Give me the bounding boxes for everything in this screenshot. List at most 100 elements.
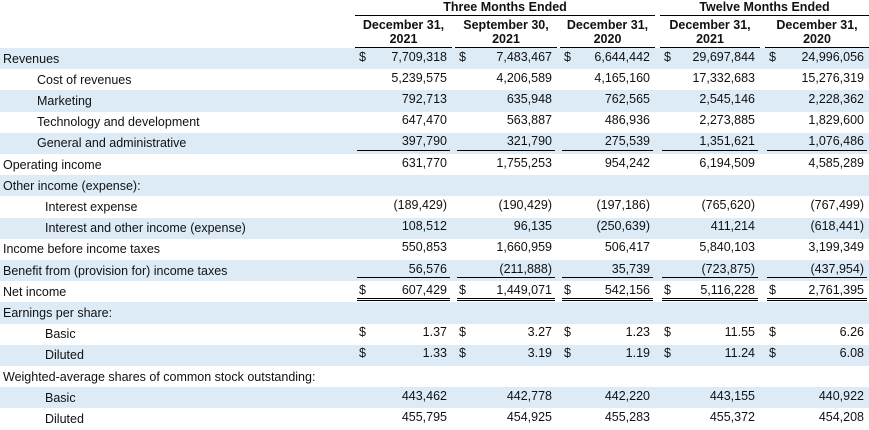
value: 108,512: [401, 219, 447, 234]
table-row: Technology and development 647,470 563,887…: [0, 112, 869, 133]
value-cell: 455,283: [562, 408, 653, 425]
table-row: Other income (expense):: [0, 175, 869, 197]
value: 647,470: [401, 113, 447, 128]
value-cell: $2,761,395: [767, 281, 867, 302]
value-cell: 4,206,589: [457, 69, 555, 86]
currency-sign: $: [769, 346, 776, 361]
value-cell: (189,429): [357, 196, 450, 213]
value-cell: 1,660,959: [457, 239, 555, 256]
value: 35,739: [611, 261, 650, 276]
value-cell: 563,887: [457, 112, 555, 129]
row-label: Diluted: [45, 348, 84, 363]
value: 550,853: [401, 240, 447, 255]
column-header-line: September 30,: [463, 18, 549, 32]
currency-sign: $: [459, 346, 466, 361]
value-cell: 4,585,289: [767, 154, 867, 171]
value: 454,925: [506, 409, 552, 424]
value-cell: $1.19: [562, 345, 653, 362]
currency-sign: $: [564, 49, 571, 64]
value: (250,639): [596, 219, 650, 234]
currency-sign: $: [664, 49, 671, 64]
value: 321,790: [506, 134, 552, 149]
column-header-line: 2021: [696, 32, 724, 46]
row-label: Interest expense: [45, 199, 138, 214]
column-header-line: 2021: [389, 32, 418, 46]
table-row: Basic 443,462 442,778 442,220 443,155 440,922: [0, 387, 869, 409]
value-cell: 454,208: [767, 408, 867, 425]
value-cell: 56,576: [357, 260, 450, 279]
value: 11.24: [724, 346, 755, 361]
currency-sign: $: [359, 325, 366, 340]
table-row: Operating income 631,770 1,755,253 954,242 6…: [0, 154, 869, 175]
table-row: General and administrative 397,790 321,790…: [0, 132, 869, 154]
value-cell: $1,449,071: [457, 281, 555, 302]
value-cell: 550,853: [357, 239, 450, 256]
value: 454,208: [818, 409, 864, 424]
value: (437,954): [810, 261, 864, 276]
value: 11.55: [724, 325, 755, 340]
value-cell: 1,755,253: [457, 154, 555, 171]
value-cell: 4,165,160: [562, 69, 653, 86]
value: 443,462: [401, 388, 447, 403]
value: 542,156: [604, 282, 650, 297]
value: 2,545,146: [699, 91, 755, 106]
value-cell: (767,499): [767, 196, 867, 213]
currency-sign: $: [769, 282, 776, 297]
currency-sign: $: [359, 282, 366, 297]
currency-sign: $: [664, 325, 671, 340]
value-cell: 486,936: [562, 112, 653, 129]
value: 24,996,056: [801, 49, 864, 64]
value-cell: 5,239,575: [357, 69, 450, 86]
row-label: Benefit from (provision for) income taxe…: [3, 263, 228, 278]
table-row: Cost of revenues 5,239,575 4,206,589 4,165,…: [0, 69, 869, 90]
column-header-line: 2020: [803, 32, 831, 46]
value: 2,273,885: [699, 113, 755, 128]
value: 17,332,683: [692, 70, 755, 85]
value-cell: 1,076,486: [767, 133, 867, 151]
value: 5,239,575: [391, 70, 447, 85]
value: 275,539: [604, 134, 650, 149]
value-cell: 631,770: [357, 154, 450, 171]
value-cell: (618,441): [767, 218, 867, 235]
value-cell: (437,954): [767, 260, 867, 279]
value: 7,709,318: [391, 49, 447, 64]
value: 1,351,621: [699, 134, 755, 149]
value: 4,585,289: [808, 155, 864, 170]
value: 7,483,467: [496, 49, 552, 64]
value: 506,417: [604, 240, 650, 255]
column-header-line: December 31,: [362, 18, 445, 32]
value-cell: $1.33: [357, 345, 450, 362]
value-cell: (250,639): [562, 218, 653, 235]
value-cell: 792,713: [357, 90, 450, 107]
table-row: Net income $607,429 $1,449,071 $542,156 $5,1…: [0, 281, 869, 302]
value-cell: 321,790: [457, 133, 555, 151]
value-cell: 108,512: [357, 218, 450, 235]
value: 96,135: [513, 219, 552, 234]
table-row: Diluted 455,795 454,925 455,283 455,372 454,2…: [0, 408, 869, 429]
value: 2,228,362: [808, 91, 864, 106]
value-cell: $542,156: [562, 281, 653, 302]
value: 1,829,600: [808, 113, 864, 128]
value-cell: $6,644,442: [562, 48, 653, 65]
value-cell: 397,790: [357, 133, 450, 151]
value: 29,697,844: [692, 49, 755, 64]
table-row: Weighted-average shares of common stock …: [0, 366, 869, 387]
table-row: Diluted $1.33 $3.19 $1.19 $11.24 $6.08: [0, 344, 869, 366]
value-cell: $29,697,844: [662, 48, 758, 65]
value: 455,372: [709, 409, 755, 424]
row-label: General and administrative: [37, 136, 187, 151]
column-header: December 31, 2021: [355, 18, 452, 48]
value-cell: 17,332,683: [662, 69, 758, 86]
value: 6,194,509: [699, 155, 755, 170]
row-label: Basic: [45, 327, 76, 342]
column-header-line: December 31,: [669, 18, 751, 32]
value-cell: 6,194,509: [662, 154, 758, 171]
value: 443,155: [709, 388, 755, 403]
value-cell: 411,214: [662, 218, 758, 235]
value-cell: 1,351,621: [662, 133, 758, 151]
value: 1,076,486: [808, 134, 864, 149]
currency-sign: $: [459, 325, 466, 340]
value: 1,755,253: [496, 155, 552, 170]
currency-sign: $: [359, 49, 366, 64]
